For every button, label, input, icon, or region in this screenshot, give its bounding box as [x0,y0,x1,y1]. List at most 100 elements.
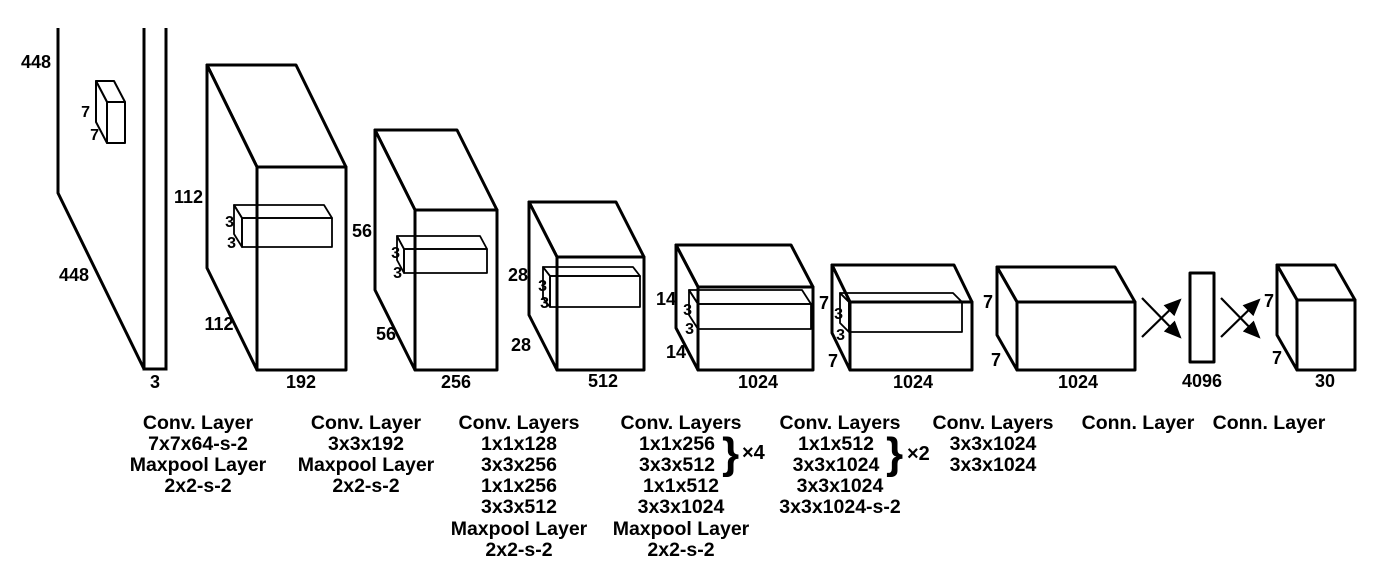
input-kernel-h-label: 7 [81,104,90,121]
conv-block-4: 14 3 3 14 1024 [656,243,815,392]
layer-text: Conn. Layer [1213,412,1326,434]
output-tensor: 7 7 30 [1264,263,1357,391]
layer-text: Maxpool Layer [298,454,435,476]
block1-channels-label: 192 [286,372,316,392]
block1-height-label: 112 [174,187,203,207]
layer-text: 3x3x1024 [950,454,1037,476]
layer-text: 2x2-s-2 [647,539,714,561]
block5-height-label: 7 [819,293,829,313]
layer-text: 1x1x256 [481,475,557,497]
layer-text: 3x3x1024 [797,475,884,497]
block5-kernel-h-label: 3 [834,306,843,323]
block4-height-label: 14 [656,289,676,309]
block3-channels-label: 512 [588,371,618,391]
block2-width-label: 56 [376,324,396,344]
block4-kernel-h-label: 3 [683,302,692,319]
layer-column-6: Conv. Layers 3x3x1024 3x3x1024 [932,412,1053,476]
kernel-box-3 [542,266,641,308]
layer-column-3: Conv. Layers 1x1x128 3x3x256 1x1x256 3x3… [451,412,588,561]
layer-text: Maxpool Layer [451,518,588,540]
layer-column-4: Conv. Layers 1x1x256 3x3x512 1x1x512 3x3… [613,412,766,561]
block2-kernel-h-label: 3 [391,245,400,262]
layer-text: 3x3x1024 [950,433,1037,455]
block1-width-label: 112 [204,314,233,334]
layer-text: 3x3x1024 [638,496,725,518]
conv-block-2: 56 3 3 56 256 [352,128,499,392]
input-image: 448 448 3 7 7 [21,28,168,392]
block1-kernel-w-label: 3 [227,235,236,252]
conv-block-3: 28 3 3 28 512 [508,200,646,391]
layer-text: 2x2-s-2 [485,539,552,561]
layer-column-2: Conv. Layer 3x3x192 Maxpool Layer 2x2-s-… [298,412,435,497]
block2-channels-label: 256 [441,372,471,392]
layer-text: 3x3x256 [481,454,557,476]
input-depth-slab [142,28,168,371]
layer-column-1: Conv. Layer 7x7x64-s-2 Maxpool Layer 2x2… [130,412,267,497]
layer-text: Conv. Layers [932,412,1053,434]
repeat-brace: } [886,429,903,478]
block6-channels-label: 1024 [1058,372,1098,392]
layer-text: 3x3x512 [639,454,715,476]
layer-text: 3x3x512 [481,496,557,518]
block6-height-label: 7 [983,292,993,312]
block4-kernel-w-label: 3 [685,321,694,338]
layer-text: Conv. Layers [458,412,579,434]
layer-text: Conv. Layer [143,412,254,434]
layer-text: 3x3x1024-s-2 [779,496,901,518]
block4-width-label: 14 [666,342,686,362]
fc-vector [1188,271,1216,364]
fc-layer: 4096 [1182,271,1222,391]
fc-arrow-down [1141,297,1182,339]
layer-text: 1x1x512 [643,475,719,497]
layer-text: Conv. Layer [311,412,422,434]
conv-block-5: 7 3 3 7 1024 [819,263,974,392]
repeat-count-label: ×2 [907,443,930,465]
layer-text: 1x1x128 [481,433,557,455]
block5-width-label: 7 [828,351,838,371]
kernel-box-2 [396,235,488,274]
output-channels-label: 30 [1315,371,1335,391]
input-height-label: 448 [21,52,51,72]
kernel-box-1 [233,204,333,248]
layer-text: 2x2-s-2 [164,475,231,497]
layer-text: 1x1x256 [639,433,715,455]
layer-text: Conv. Layers [620,412,741,434]
block1-kernel-h-label: 3 [225,214,234,231]
fc-cross-arrows-2 [1220,297,1261,339]
block3-width-label: 28 [511,335,531,355]
conv-block-6: 7 7 1024 [983,265,1137,392]
repeat-count-label: ×4 [742,442,766,464]
input-width-label: 448 [59,265,89,285]
layer-column-7: Conn. Layer [1082,412,1195,434]
input-depth-label: 3 [150,372,160,392]
layer-text: Conn. Layer [1082,412,1195,434]
input-kernel-w-label: 7 [90,127,99,144]
block3-kernel-h-label: 3 [538,278,547,295]
block5-kernel-w-label: 3 [836,327,845,344]
kernel-box-5 [839,292,963,333]
fc-arrow-down [1220,297,1261,339]
layer-text: Maxpool Layer [130,454,267,476]
fc-cross-arrows-1 [1141,297,1182,339]
layer-text: 2x2-s-2 [332,475,399,497]
layer-text: 7x7x64-s-2 [148,433,248,455]
output-height-label: 7 [1264,291,1274,311]
kernel-box-4 [688,289,812,330]
block5-channels-label: 1024 [893,372,933,392]
input-kernel-box [95,80,126,144]
layer-text: 1x1x512 [798,433,874,455]
block6-width-label: 7 [991,350,1001,370]
conv-block-1: 112 3 3 112 192 [174,63,348,392]
block2-height-label: 56 [352,221,372,241]
block3-height-label: 28 [508,265,528,285]
layer-text: 3x3x1024 [793,454,880,476]
layer-column-5: Conv. Layers 1x1x512 3x3x1024 3x3x1024 3… [779,412,930,518]
block4-channels-label: 1024 [738,372,778,392]
output-width-label: 7 [1272,348,1282,368]
layer-text: Conv. Layers [779,412,900,434]
block2-kernel-w-label: 3 [393,265,402,282]
block3-kernel-w-label: 3 [540,295,549,312]
layer-text: 3x3x192 [328,433,404,455]
